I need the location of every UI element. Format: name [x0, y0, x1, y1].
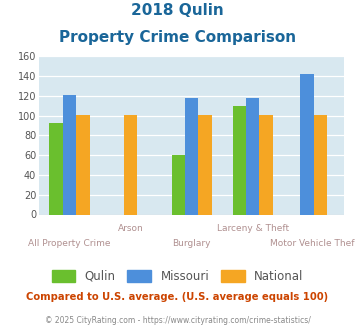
Bar [171, 155, 185, 214]
Bar [124, 115, 137, 214]
Text: 2018 Qulin: 2018 Qulin [131, 3, 224, 18]
Bar [233, 106, 246, 214]
Text: Compared to U.S. average. (U.S. average equals 100): Compared to U.S. average. (U.S. average … [26, 292, 329, 302]
Text: Burglary: Burglary [173, 239, 211, 248]
Bar [300, 74, 314, 214]
Bar [185, 98, 198, 214]
Text: Arson: Arson [118, 224, 143, 233]
Legend: Qulin, Missouri, National: Qulin, Missouri, National [47, 265, 308, 287]
Bar [76, 115, 90, 214]
Bar [246, 98, 260, 214]
Text: Larceny & Theft: Larceny & Theft [217, 224, 289, 233]
Bar [314, 115, 327, 214]
Bar [260, 115, 273, 214]
Text: Property Crime Comparison: Property Crime Comparison [59, 30, 296, 45]
Bar [198, 115, 212, 214]
Text: Motor Vehicle Theft: Motor Vehicle Theft [270, 239, 355, 248]
Text: © 2025 CityRating.com - https://www.cityrating.com/crime-statistics/: © 2025 CityRating.com - https://www.city… [45, 316, 310, 325]
Bar [63, 95, 76, 214]
Bar [49, 123, 63, 214]
Text: All Property Crime: All Property Crime [28, 239, 111, 248]
